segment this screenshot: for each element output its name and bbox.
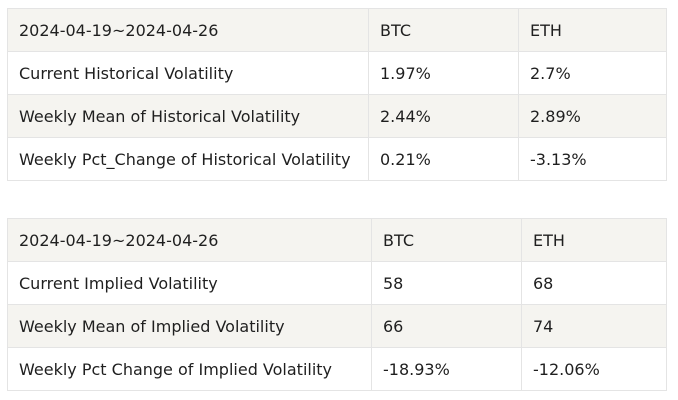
row-metric-label: Current Implied Volatility <box>7 261 372 305</box>
row-metric-label: Weekly Pct_Change of Historical Volatili… <box>7 137 369 181</box>
row-metric-label: Current Historical Volatility <box>7 51 369 95</box>
btc-value: -18.93% <box>371 347 522 391</box>
eth-value: 74 <box>521 304 667 348</box>
btc-value: 1.97% <box>368 51 519 95</box>
eth-value: -3.13% <box>518 137 667 181</box>
eth-value: 2.89% <box>518 94 667 138</box>
table-header-row: 2024-04-19~2024-04-26 BTC ETH <box>7 218 667 262</box>
btc-value: 66 <box>371 304 522 348</box>
header-btc: BTC <box>368 8 519 52</box>
implied-volatility-table: 2024-04-19~2024-04-26 BTC ETH Current Im… <box>7 218 667 391</box>
table-row: Weekly Pct Change of Implied Volatility … <box>7 347 667 391</box>
btc-value: 2.44% <box>368 94 519 138</box>
table-row: Weekly Pct_Change of Historical Volatili… <box>7 137 667 181</box>
table-row: Current Historical Volatility 1.97% 2.7% <box>7 51 667 95</box>
btc-value: 0.21% <box>368 137 519 181</box>
row-metric-label: Weekly Pct Change of Implied Volatility <box>7 347 372 391</box>
table-row: Current Implied Volatility 58 68 <box>7 261 667 305</box>
row-metric-label: Weekly Mean of Implied Volatility <box>7 304 372 348</box>
historical-volatility-table: 2024-04-19~2024-04-26 BTC ETH Current Hi… <box>7 8 667 181</box>
eth-value: -12.06% <box>521 347 667 391</box>
row-metric-label: Weekly Mean of Historical Volatility <box>7 94 369 138</box>
header-btc: BTC <box>371 218 522 262</box>
header-eth: ETH <box>518 8 667 52</box>
header-date-range: 2024-04-19~2024-04-26 <box>7 218 372 262</box>
eth-value: 2.7% <box>518 51 667 95</box>
eth-value: 68 <box>521 261 667 305</box>
btc-value: 58 <box>371 261 522 305</box>
table-header-row: 2024-04-19~2024-04-26 BTC ETH <box>7 8 667 52</box>
table-row: Weekly Mean of Implied Volatility 66 74 <box>7 304 667 348</box>
header-date-range: 2024-04-19~2024-04-26 <box>7 8 369 52</box>
header-eth: ETH <box>521 218 667 262</box>
table-row: Weekly Mean of Historical Volatility 2.4… <box>7 94 667 138</box>
